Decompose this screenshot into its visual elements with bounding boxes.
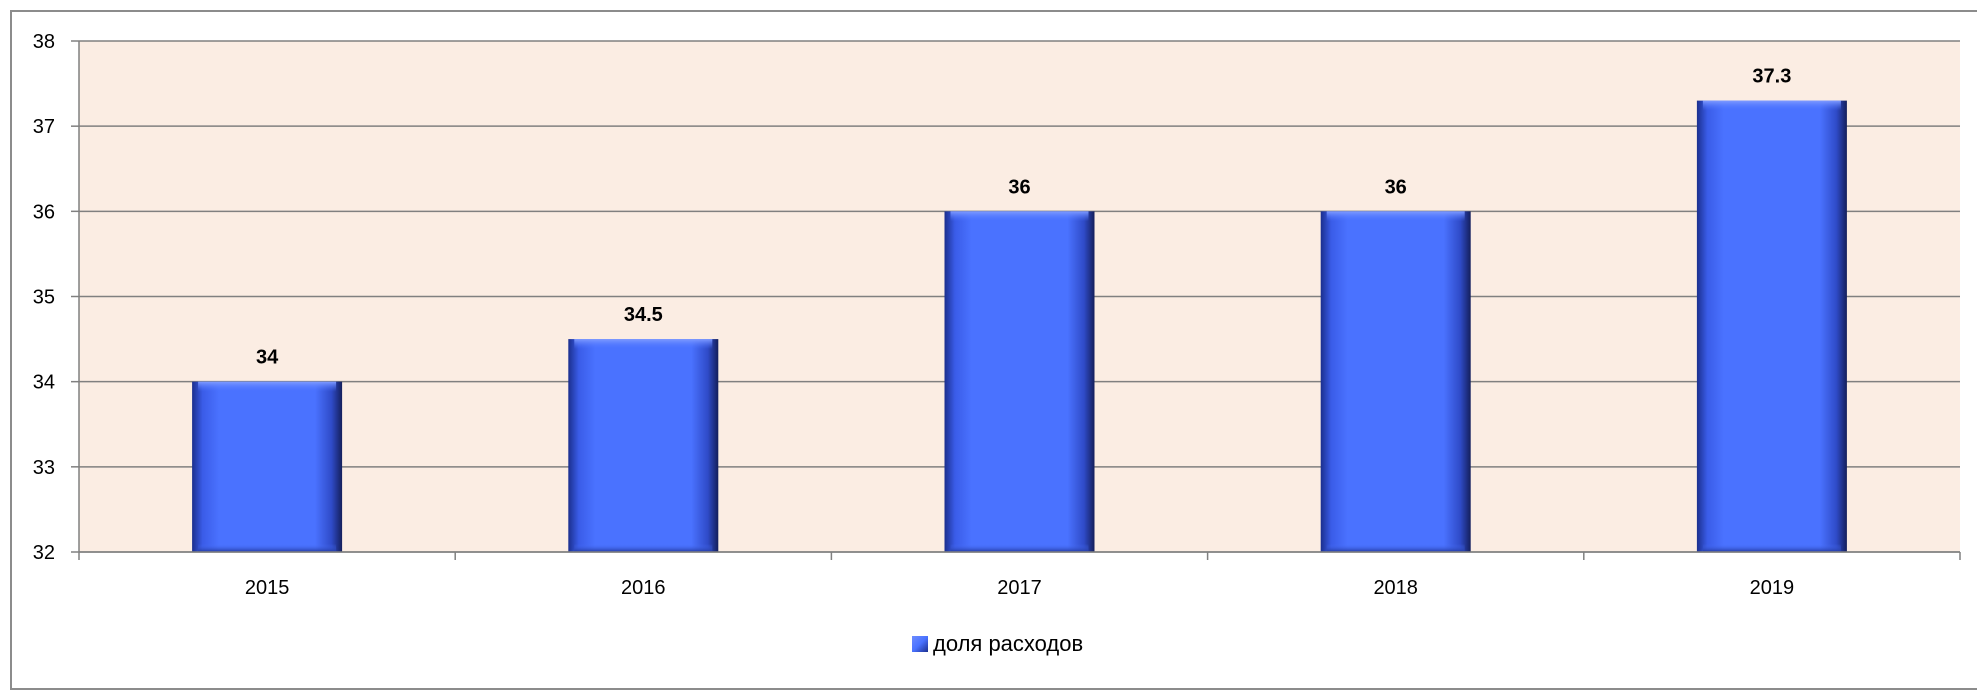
legend-label: доля расходов: [933, 631, 1083, 656]
legend: доля расходов: [912, 631, 1083, 656]
bar-top-bevel: [1702, 100, 1841, 111]
data-label: 36: [1008, 176, 1030, 198]
x-tick-label: 2015: [245, 577, 290, 599]
bar-bottom-bevel: [574, 544, 713, 552]
bar-2019: [1696, 100, 1847, 552]
bars: [192, 100, 1847, 553]
bar-bottom-bevel: [1702, 544, 1841, 552]
legend-swatch: [912, 636, 928, 652]
bar-bottom-bevel: [950, 544, 1089, 552]
bar-2018: [1320, 211, 1471, 553]
x-tick-label: 2017: [997, 577, 1042, 599]
bar-2015: [192, 381, 343, 552]
data-label: 37.3: [1752, 66, 1791, 88]
x-axis-tick-labels: 2015 2016 2017 2018 2019: [245, 577, 1794, 599]
x-tick-label: 2016: [621, 577, 666, 599]
bar-top-bevel: [574, 339, 713, 350]
bar-bottom-bevel: [198, 544, 337, 552]
y-tick-label: 37: [33, 116, 55, 138]
data-labels: 34 34.5 36 36 37.3: [256, 66, 1791, 369]
y-axis-tick-labels: 32 33 34 35 36 37 38: [33, 31, 55, 564]
bar-2017: [944, 211, 1095, 553]
x-tick-label: 2018: [1373, 577, 1418, 599]
x-axis: [78, 551, 1961, 560]
bar: [1696, 100, 1847, 552]
bar-bottom-bevel: [1326, 544, 1465, 552]
y-tick-label: 34: [33, 372, 55, 394]
bar: [944, 211, 1095, 553]
bar-top-bevel: [198, 381, 337, 392]
y-tick-label: 35: [33, 287, 55, 309]
bar: [192, 381, 343, 552]
y-tick-label: 33: [33, 457, 55, 479]
data-label: 34: [256, 347, 279, 369]
x-tick-label: 2019: [1750, 577, 1795, 599]
bar-2016: [568, 339, 719, 552]
bar-top-bevel: [950, 211, 1089, 222]
bar: [568, 339, 719, 552]
data-label: 34.5: [624, 304, 663, 326]
y-tick-label: 36: [33, 201, 55, 223]
y-tick-label: 32: [33, 542, 55, 564]
y-tick-label: 38: [33, 31, 55, 53]
data-label: 36: [1385, 176, 1407, 198]
bar-top-bevel: [1326, 211, 1465, 222]
bar: [1320, 211, 1471, 553]
